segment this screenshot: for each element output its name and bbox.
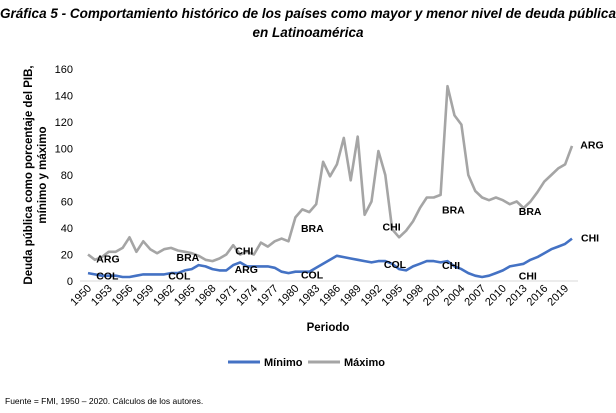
y-tick-label: 60	[61, 197, 73, 209]
x-tick-label: 2007	[462, 283, 488, 309]
legend: Mínimo Máximo	[228, 357, 385, 369]
x-tick-label: 2010	[483, 283, 509, 309]
chart-title-line-2: en Latinoamérica	[252, 25, 364, 40]
country-label: ARG	[235, 264, 258, 276]
country-label: ARG	[580, 140, 603, 152]
country-label: BRA	[519, 206, 542, 218]
y-tick-label: 160	[55, 64, 73, 76]
country-label: CHI	[442, 260, 460, 272]
country-label: CHI	[581, 232, 599, 244]
y-axis-title-line-1: Deuda pública como porcentaje del PIB,	[23, 65, 35, 284]
country-label: COL	[384, 259, 407, 271]
x-tick-label: 1980	[276, 283, 302, 309]
country-label: COL	[301, 269, 324, 281]
x-tick-label: 2019	[545, 283, 571, 309]
x-tick-label: 2004	[442, 283, 468, 309]
x-tick-label: 1971	[214, 283, 240, 309]
country-label: CHI	[383, 222, 401, 234]
country-label: CHI	[235, 246, 253, 258]
x-tick-label: 1998	[400, 283, 426, 309]
annotations: ARG COL COL BRA CHI ARG BRA COL CHI COL BRA CHI BRA C…	[96, 140, 603, 283]
y-tick-label: 80	[61, 170, 73, 182]
x-tick-label: 2001	[421, 283, 447, 309]
country-label: ARG	[96, 253, 119, 265]
x-tick-label: 1959	[131, 283, 157, 309]
x-tick-label: 1962	[151, 283, 177, 309]
x-axis-title: Periodo	[307, 322, 350, 334]
x-tick-label: 2013	[504, 283, 530, 309]
legend-label-maximo: Máximo	[344, 357, 385, 369]
country-label: BRA	[177, 252, 200, 264]
x-axis: 1950195319561959196219651968197119741977…	[68, 283, 571, 309]
series-line-minimo	[87, 237, 573, 279]
y-axis-title-line-2: mínimo y máximo	[37, 126, 49, 223]
y-tick-label: 100	[55, 144, 73, 156]
source-note: Fuente = FMI, 1950 – 2020. Cálculos de l…	[5, 396, 203, 406]
x-tick-label: 2016	[525, 283, 551, 309]
x-tick-label: 1977	[255, 283, 281, 309]
country-label: CHI	[519, 271, 537, 283]
y-tick-label: 20	[61, 250, 73, 262]
x-tick-label: 1983	[296, 283, 322, 309]
x-tick-label: 1968	[193, 283, 219, 309]
country-label: BRA	[301, 223, 324, 235]
y-tick-label: 40	[61, 223, 73, 235]
x-tick-label: 1956	[110, 283, 136, 309]
x-tick-label: 1986	[317, 283, 343, 309]
x-tick-label: 1953	[89, 283, 115, 309]
x-tick-label: 1992	[359, 283, 385, 309]
chart-title-line-1: Gráfica 5 - Comportamiento histórico de …	[0, 6, 616, 21]
x-tick-label: 1989	[338, 283, 364, 309]
country-label: COL	[96, 271, 119, 283]
x-tick-label: 1995	[379, 283, 405, 309]
x-tick-label: 1974	[234, 283, 260, 309]
y-tick-label: 140	[55, 91, 73, 103]
country-label: COL	[168, 271, 191, 283]
y-tick-label: 0	[67, 276, 73, 288]
legend-label-minimo: Mínimo	[264, 357, 303, 369]
y-axis: 0 20 40 60 80 100 120 140 160	[55, 64, 73, 288]
series-line-maximo	[87, 84, 574, 263]
country-label: BRA	[442, 204, 465, 216]
series-lines	[87, 84, 574, 279]
y-tick-label: 120	[55, 117, 73, 129]
x-tick-label: 1965	[172, 283, 198, 309]
